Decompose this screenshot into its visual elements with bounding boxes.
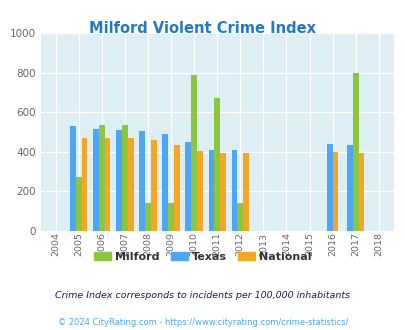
Bar — [151, 140, 156, 231]
Bar — [358, 153, 363, 231]
Bar — [81, 138, 87, 231]
Bar — [99, 125, 104, 231]
Bar — [214, 98, 220, 231]
Bar — [352, 73, 358, 231]
Bar — [191, 75, 196, 231]
Bar — [116, 130, 121, 231]
Text: Crime Index corresponds to incidents per 100,000 inhabitants: Crime Index corresponds to incidents per… — [55, 291, 350, 300]
Bar — [173, 146, 179, 231]
Legend: Milford, Texas, National: Milford, Texas, National — [90, 248, 315, 267]
Bar — [162, 134, 168, 231]
Bar — [326, 144, 332, 231]
Bar — [128, 138, 133, 231]
Bar — [185, 142, 191, 231]
Bar — [243, 153, 248, 231]
Bar — [231, 150, 237, 231]
Bar — [168, 203, 173, 231]
Bar — [196, 151, 202, 231]
Bar — [332, 152, 338, 231]
Bar — [76, 177, 81, 231]
Bar — [145, 203, 151, 231]
Bar — [104, 138, 110, 231]
Bar — [70, 126, 76, 231]
Bar — [346, 145, 352, 231]
Text: © 2024 CityRating.com - https://www.cityrating.com/crime-statistics/: © 2024 CityRating.com - https://www.city… — [58, 318, 347, 327]
Text: Milford Violent Crime Index: Milford Violent Crime Index — [89, 21, 316, 36]
Bar — [220, 153, 225, 231]
Bar — [139, 131, 145, 231]
Bar — [237, 203, 243, 231]
Bar — [208, 150, 214, 231]
Bar — [122, 125, 128, 231]
Bar — [93, 129, 99, 231]
